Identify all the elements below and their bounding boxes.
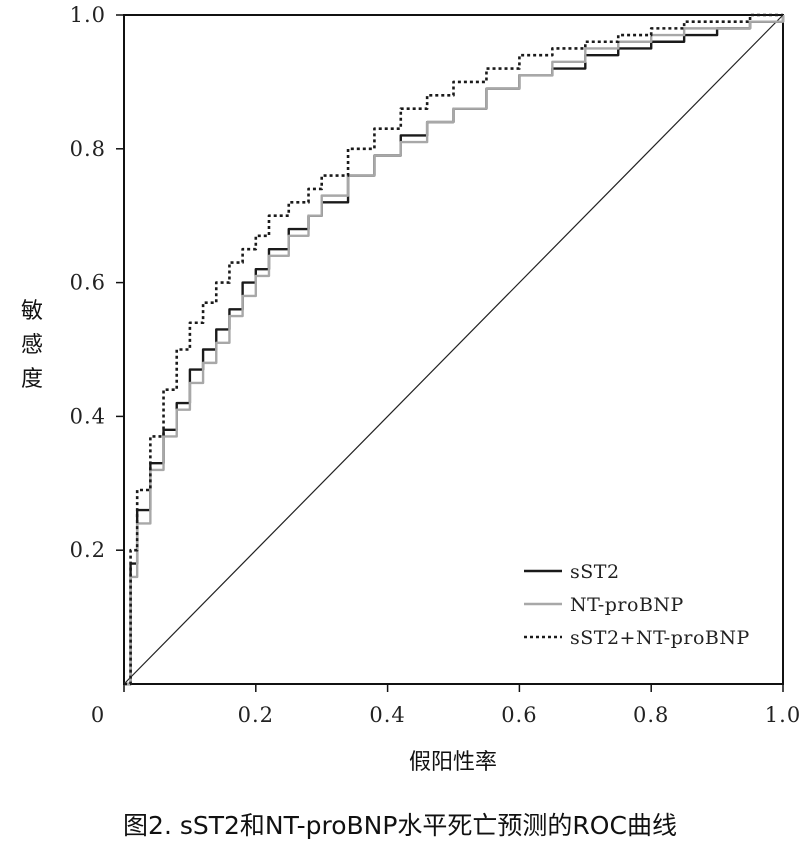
series-line-sst2-nt-probnp [124, 13, 783, 686]
series-line-nt-probnp [124, 15, 785, 686]
x-tick-label: 0.8 [633, 703, 669, 727]
x-tick-label: 1.0 [765, 703, 800, 727]
legend: sST2 NT-proBNP sST2+NT-proBNP [524, 561, 750, 649]
figure-caption: 图2. sST2和NT-proBNP水平死亡预测的ROC曲线 [123, 811, 677, 840]
x-axis-ticks: 0 0.2 0.4 0.6 0.8 1.0 [91, 684, 800, 727]
y-tick-label: 1.0 [70, 3, 106, 27]
svg-text:敏感度: 敏感度 [21, 299, 43, 392]
legend-label: sST2 [570, 561, 620, 583]
series-layer [124, 13, 785, 686]
y-tick-label: 0.2 [70, 538, 106, 562]
y-axis-title: 敏感度 [21, 299, 43, 392]
reference-diagonal [123, 14, 784, 685]
x-tick-label: 0.2 [238, 703, 274, 727]
y-tick-label: 0.6 [70, 271, 106, 295]
x-tick-label: 0.6 [501, 703, 537, 727]
y-axis-ticks: 0.2 0.4 0.6 0.8 1.0 [70, 3, 124, 562]
plot-frame [123, 14, 784, 685]
x-axis-title: 假阳性率 [409, 750, 497, 775]
y-tick-label: 0.8 [70, 137, 106, 161]
legend-label: sST2+NT-proBNP [570, 627, 750, 649]
legend-label: NT-proBNP [570, 594, 684, 616]
y-tick-label: 0.4 [70, 404, 106, 428]
x-tick-label: 0.4 [369, 703, 405, 727]
x-tick-label: 0 [91, 703, 105, 727]
